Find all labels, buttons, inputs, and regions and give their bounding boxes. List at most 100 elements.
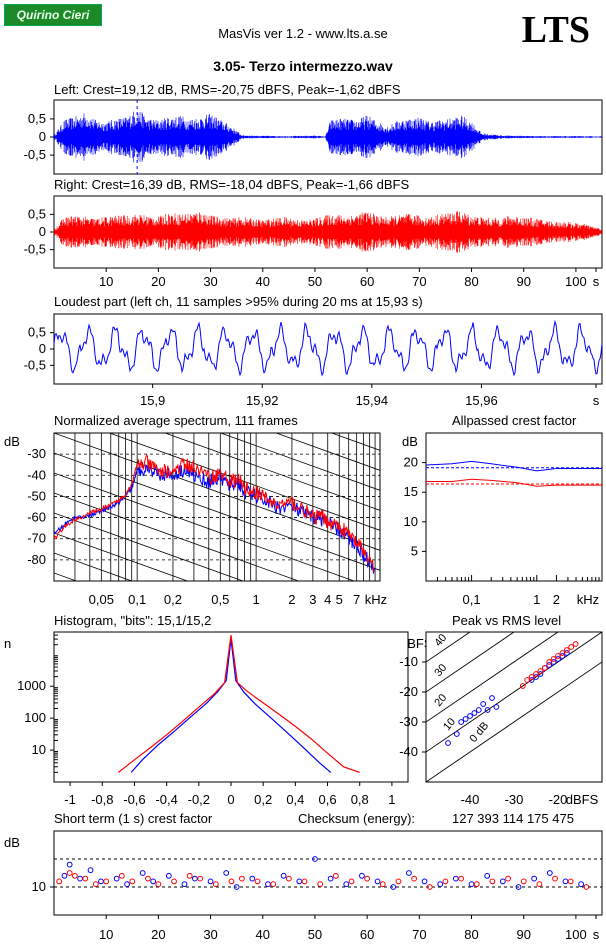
left-channel-ytick-label: -0,5 <box>24 147 46 162</box>
histogram-xtick-label: 0,4 <box>286 792 304 807</box>
peak-rms-xtick-label: -20 <box>549 792 568 807</box>
short-term-point-left <box>578 881 585 888</box>
peak-rms-point-right <box>563 647 570 653</box>
peak-rms-point-left <box>458 719 465 725</box>
time-xtick-label: 90 <box>516 274 530 289</box>
checksum-value: 127 393 114 175 475 <box>452 811 574 826</box>
peak-rms-point-left <box>493 704 500 710</box>
short-term-point-left <box>139 870 146 876</box>
left-channel-ytick-label: 0,5 <box>28 111 46 126</box>
peak-rms-point-right <box>572 641 579 647</box>
short-term-point-left <box>233 884 240 890</box>
short-term-point-right <box>458 875 464 882</box>
peak-rms-diagonal <box>426 632 559 723</box>
spectrum-xtick-label: kHz <box>365 592 387 607</box>
short-term-point-right <box>228 878 235 885</box>
peak-rms-xlabel: dBFS <box>566 792 599 807</box>
short-term-point-left <box>343 881 350 888</box>
crest-xtick-label: 0,1 <box>463 592 481 607</box>
peak-rms-diagonal <box>426 661 602 782</box>
short-term-xtick-label: 70 <box>412 927 426 942</box>
short-term-point-right <box>254 878 261 885</box>
spectrum-slope-line <box>54 532 189 581</box>
short-term-point-left <box>421 878 428 885</box>
spectrum-slope-line <box>54 472 356 581</box>
short-term-point-right <box>583 884 590 890</box>
short-term-xtick-label: 30 <box>203 927 217 942</box>
file-title: 3.05- Terzo intermezzo.wav <box>213 58 393 74</box>
spectrum-xtick-label: 0,5 <box>211 592 229 607</box>
short-term-point-left <box>150 878 157 885</box>
short-term-point-left <box>374 878 381 885</box>
spectrum-xtick-label: 4 <box>324 592 331 607</box>
histogram-ylabel: n <box>4 636 12 651</box>
short-term-xtick-label: 20 <box>151 927 165 942</box>
peak-rms-point-right <box>533 671 539 677</box>
short-term-point-right <box>536 881 543 888</box>
peak-rms-point-left <box>475 707 482 713</box>
loudest-xtick-label: s <box>593 393 600 408</box>
spectrum-xtick-label: 7 <box>353 592 360 607</box>
loudest-xtick-label: 15,92 <box>246 393 279 408</box>
spectrum-ytick-label: -50 <box>27 488 46 503</box>
short-term-point-left <box>531 875 538 882</box>
short-term-point-left <box>515 884 522 890</box>
histogram-ytick-label: 10 <box>32 742 46 757</box>
short-term-xtick-label: 40 <box>256 927 270 942</box>
spectrum-ytick-label: -40 <box>27 467 46 482</box>
short-term-point-right <box>71 872 78 879</box>
short-term-point-right <box>426 884 433 890</box>
short-term-point-left <box>499 878 506 885</box>
right-channel-title: Right: Crest=16,39 dB, RMS=-18,04 dBFS, … <box>54 177 410 192</box>
short-term-point-left <box>207 878 214 885</box>
short-term-xtick-label: 80 <box>464 927 478 942</box>
spectrum-xtick-label: 3 <box>309 592 316 607</box>
short-term-point-right <box>364 875 371 882</box>
short-term-point-left <box>223 870 230 876</box>
histogram-xtick-label: 1 <box>388 792 395 807</box>
time-xtick-label: 20 <box>151 274 165 289</box>
crest-xtick-label: kHz <box>577 592 599 607</box>
loudest-part-title: Loudest part (left ch, 11 samples >95% d… <box>54 294 423 309</box>
brand-logo: LTS <box>521 9 590 51</box>
peak-rms-point-right <box>541 665 548 671</box>
short-term-point-right <box>379 881 386 888</box>
time-xtick-label: s <box>593 274 600 289</box>
peak-rms-ytick-label: -20 <box>399 684 418 699</box>
peak-rms-xtick-label: -40 <box>461 792 480 807</box>
histogram-xtick-label: -0,6 <box>123 792 145 807</box>
spectrum-ytick-label: -30 <box>27 446 46 461</box>
short-term-point-left <box>165 872 172 879</box>
time-xtick-label: 100 <box>565 274 587 289</box>
peak-rms-diagonal <box>426 632 602 753</box>
short-term-point-left <box>484 872 491 879</box>
peak-rms-point-right <box>546 659 553 665</box>
crest-factor-title: Allpassed crest factor <box>452 413 577 428</box>
spectrum-ylabel: dB <box>4 434 20 449</box>
short-term-point-left <box>546 870 553 876</box>
spectrum-slope-line <box>54 512 245 581</box>
spectrum-xtick-label: 1 <box>252 592 259 607</box>
short-term-point-right <box>473 881 480 888</box>
histogram-xtick-label: 0,8 <box>351 792 369 807</box>
spectrum-title: Normalized average spectrum, 111 frames <box>54 413 298 428</box>
short-term-point-left <box>405 870 412 876</box>
peak-rms-ytick-label: -10 <box>399 654 418 669</box>
loudest-ytick-label: -0,5 <box>24 357 46 372</box>
short-term-point-right <box>489 878 496 885</box>
time-xtick-label: 60 <box>360 274 374 289</box>
spectrum-slope-line <box>163 433 380 511</box>
short-term-point-left <box>113 875 120 882</box>
short-term-ylabel: dB <box>4 835 20 850</box>
short-term-point-right <box>332 872 339 879</box>
histogram-title: Histogram, "bits": 15,1/15,2 <box>54 613 212 628</box>
spectrum-xtick-label: 2 <box>288 592 295 607</box>
spectrum-slope-line <box>54 452 380 571</box>
short-term-point-right <box>92 881 99 888</box>
time-xtick-label: 70 <box>412 274 426 289</box>
peak-rms-point-right <box>559 650 566 656</box>
crest-ytick-label: 5 <box>411 543 418 558</box>
spectrum-slope-group <box>54 433 380 581</box>
loudest-xtick-label: 15,94 <box>356 393 389 408</box>
